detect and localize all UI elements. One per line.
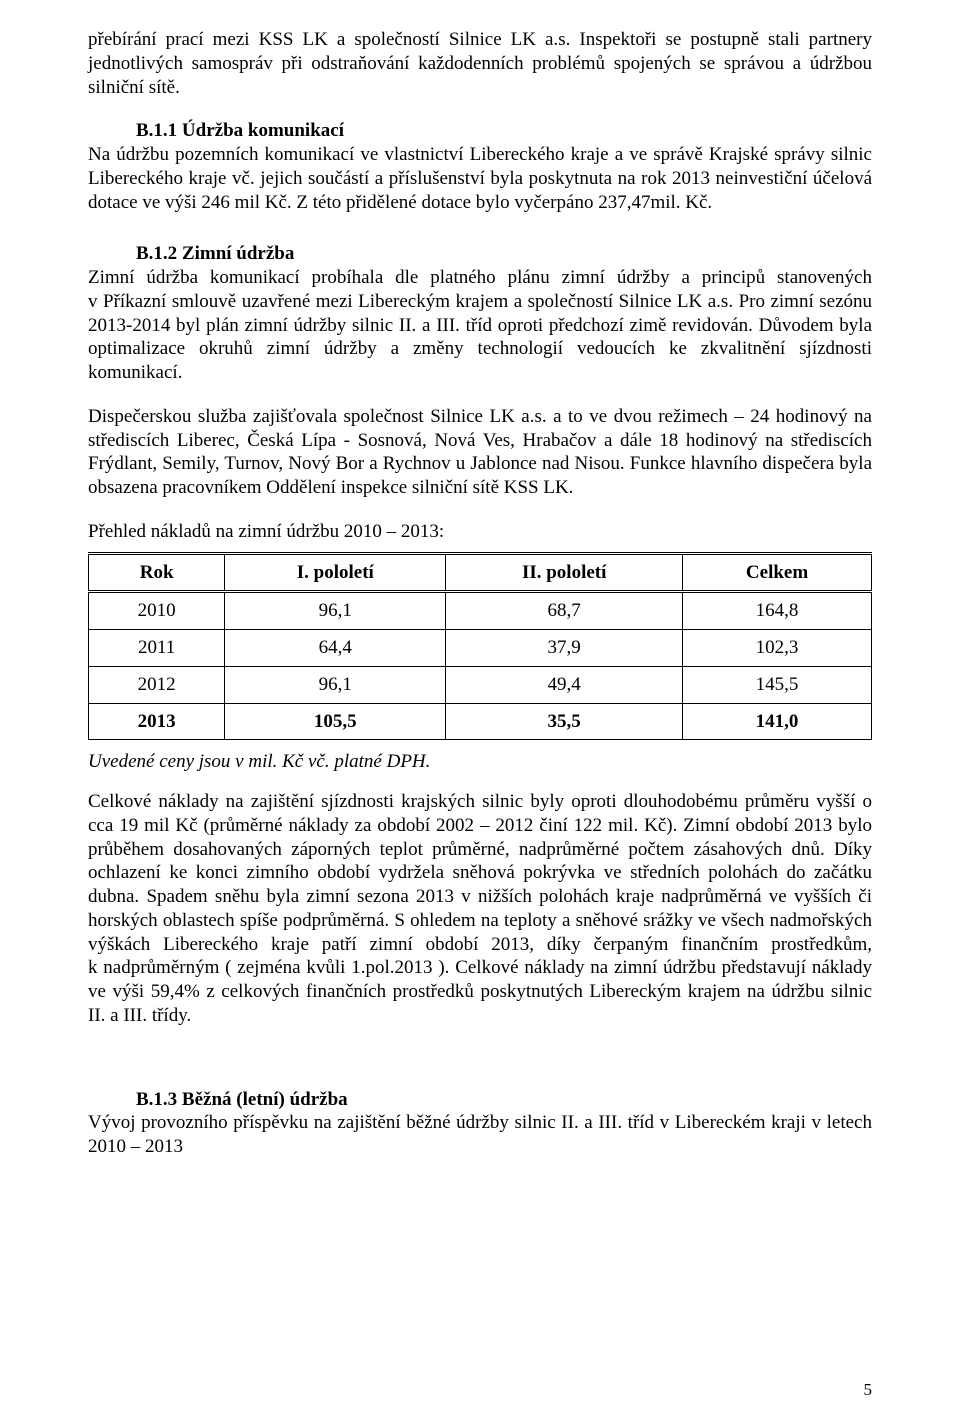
paragraph-after-table: Celkové náklady na zajištění sjízdnosti …	[88, 790, 872, 1028]
heading-b13: B.1.3 Běžná (letní) údržba	[136, 1089, 348, 1110]
table-note: Uvedené ceny jsou v mil. Kč vč. platné D…	[88, 750, 872, 774]
spacer	[88, 1048, 872, 1068]
table-caption: Přehled nákladů na zimní údržbu 2010 – 2…	[88, 520, 872, 544]
spacer	[88, 234, 872, 242]
document-page: přebírání prací mezi KSS LK a společnost…	[0, 0, 960, 1428]
section-b13-body: Vývoj provozního příspěvku na zajištění …	[88, 1111, 872, 1159]
heading-b11: B.1.1 Údržba komunikací	[136, 120, 344, 141]
section-b11-body: Na údržbu pozemních komunikací ve vlastn…	[88, 143, 872, 214]
table-cell: 102,3	[683, 630, 872, 667]
table-cell: 2012	[89, 666, 225, 703]
table-cell: 164,8	[683, 592, 872, 630]
table-cell: 2010	[89, 592, 225, 630]
section-b12-heading: B.1.2 Zimní údržba	[88, 242, 872, 266]
table-cell: 96,1	[225, 592, 446, 630]
section-b12-body2: Dispečerskou služba zajišťovala společno…	[88, 405, 872, 500]
table-row: 2010 96,1 68,7 164,8	[89, 592, 872, 630]
section-b13-heading: B.1.3 Běžná (letní) údržba	[88, 1088, 872, 1112]
table-cell: 49,4	[446, 666, 683, 703]
table-header-cell: II. pololetí	[446, 553, 683, 592]
table-cell: 105,5	[225, 703, 446, 740]
table-cell: 37,9	[446, 630, 683, 667]
table-cell: 145,5	[683, 666, 872, 703]
table-header-row: Rok I. pololetí II. pololetí Celkem	[89, 553, 872, 592]
section-b12-body1: Zimní údržba komunikací probíhala dle pl…	[88, 266, 872, 385]
table-header-cell: I. pololetí	[225, 553, 446, 592]
table-cell: 35,5	[446, 703, 683, 740]
table-header-cell: Rok	[89, 553, 225, 592]
table-cell: 64,4	[225, 630, 446, 667]
table-cell: 2013	[89, 703, 225, 740]
table-row: 2013 105,5 35,5 141,0	[89, 703, 872, 740]
table-cell: 141,0	[683, 703, 872, 740]
page-number: 5	[864, 1379, 873, 1400]
table-cell: 96,1	[225, 666, 446, 703]
table-cell: 68,7	[446, 592, 683, 630]
table-row: 2012 96,1 49,4 145,5	[89, 666, 872, 703]
intro-paragraph: přebírání prací mezi KSS LK a společnost…	[88, 28, 872, 99]
table-cell: 2011	[89, 630, 225, 667]
table-header-cell: Celkem	[683, 553, 872, 592]
costs-table: Rok I. pololetí II. pololetí Celkem 2010…	[88, 552, 872, 741]
spacer	[88, 1068, 872, 1088]
heading-b12: B.1.2 Zimní údržba	[136, 243, 294, 264]
table-row: 2011 64,4 37,9 102,3	[89, 630, 872, 667]
section-b11-heading: B.1.1 Údržba komunikací	[88, 119, 872, 143]
